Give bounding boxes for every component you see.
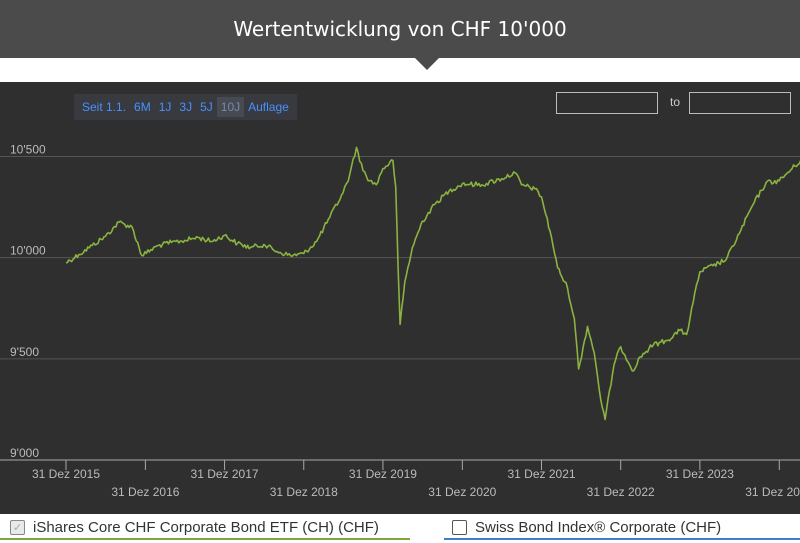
range-button-5y[interactable]: 5J (200, 100, 213, 114)
legend-item-ishares[interactable]: ✓ iShares Core CHF Corporate Bond ETF (C… (10, 512, 379, 543)
x-tick-label: 31 Dez 2024 (745, 485, 800, 499)
range-selector: Seit 1.1. 6M 1J 3J 5J 10J Auflage (74, 94, 297, 120)
x-tick-label: 31 Dez 2023 (666, 467, 734, 481)
range-button-ytd[interactable]: Seit 1.1. (82, 100, 127, 114)
y-tick-label: 9'000 (10, 446, 39, 460)
checkbox-checked-icon[interactable]: ✓ (10, 520, 25, 535)
range-button-10y[interactable]: 10J (216, 97, 245, 117)
date-from-input[interactable] (556, 92, 658, 114)
series-line (65, 146, 800, 421)
date-to-input[interactable] (689, 92, 791, 114)
range-button-1y[interactable]: 1J (158, 100, 172, 114)
chart-panel (0, 82, 800, 514)
chart-header (0, 0, 800, 58)
range-button-inception[interactable]: Auflage (248, 100, 289, 114)
legend-label: Swiss Bond Index® Corporate (CHF) (475, 519, 722, 536)
range-button-6m[interactable]: 6M (134, 100, 151, 114)
x-tick-label: 31 Dez 2016 (111, 485, 179, 499)
x-tick-label: 31 Dez 2017 (191, 467, 259, 481)
legend-underline-sbi (444, 538, 800, 540)
header-pointer (415, 58, 439, 70)
y-tick-label: 10'500 (10, 142, 46, 156)
checkbox-unchecked-icon[interactable] (452, 520, 467, 535)
x-tick-label: 31 Dez 2020 (428, 485, 496, 499)
y-tick-label: 9'500 (10, 345, 39, 359)
x-tick-label: 31 Dez 2019 (349, 467, 417, 481)
legend-underline-ishares (0, 538, 410, 540)
x-tick-label: 31 Dez 2022 (587, 485, 655, 499)
date-to-label: to (670, 95, 681, 109)
legend-label: iShares Core CHF Corporate Bond ETF (CH)… (33, 519, 379, 536)
chart-title: Wertentwicklung von CHF 10'000 (233, 17, 567, 41)
range-button-3y[interactable]: 3J (179, 100, 193, 114)
legend-item-sbi[interactable]: Swiss Bond Index® Corporate (CHF) (452, 512, 721, 543)
x-tick-label: 31 Dez 2021 (507, 467, 575, 481)
x-tick-label: 31 Dez 2018 (270, 485, 338, 499)
y-tick-label: 10'000 (10, 244, 46, 258)
x-tick-label: 31 Dez 2015 (32, 467, 100, 481)
